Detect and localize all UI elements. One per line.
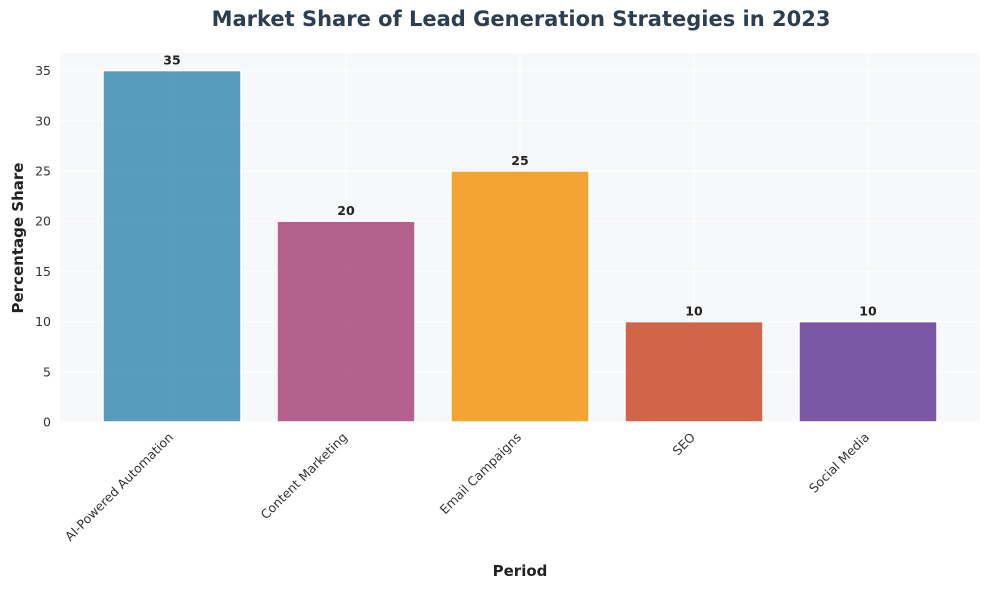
x-axis-ticks: AI-Powered Automation Content Marketing Em… [62,429,872,543]
bars-group [102,69,938,423]
bar-value-label: 10 [685,304,703,319]
y-tick-label: 0 [43,415,51,430]
y-tick-label: 15 [35,264,51,279]
y-tick-label: 35 [35,63,51,78]
x-tick-label: Content Marketing [257,430,350,523]
bar-ai-powered-automation [102,69,242,423]
x-tick-label: AI-Powered Automation [62,430,176,544]
bar-seo [624,320,764,423]
y-axis-label: Percentage Share [9,163,27,314]
x-tick-label: SEO [669,429,698,458]
bar-content-marketing [276,220,416,423]
y-axis-ticks: 0 5 10 15 20 25 30 35 [35,63,51,429]
x-axis-label: Period [493,562,548,580]
x-tick-label: Email Campaigns [437,430,524,517]
bar-value-label: 25 [511,153,528,168]
y-tick-label: 10 [35,314,51,329]
y-tick-label: 30 [35,113,51,128]
bar-social-media [798,320,938,423]
bar-value-label: 20 [337,203,355,218]
bar-value-label: 35 [163,53,180,68]
bar-email-campaigns [450,170,590,423]
y-tick-label: 5 [43,364,51,379]
chart-title: Market Share of Lead Generation Strategi… [212,7,831,31]
y-tick-label: 20 [35,214,51,229]
y-tick-label: 25 [35,163,51,178]
bar-value-label: 10 [859,304,877,319]
x-tick-label: Social Media [806,430,872,496]
data-labels-group: 35 20 25 10 10 [163,53,877,319]
